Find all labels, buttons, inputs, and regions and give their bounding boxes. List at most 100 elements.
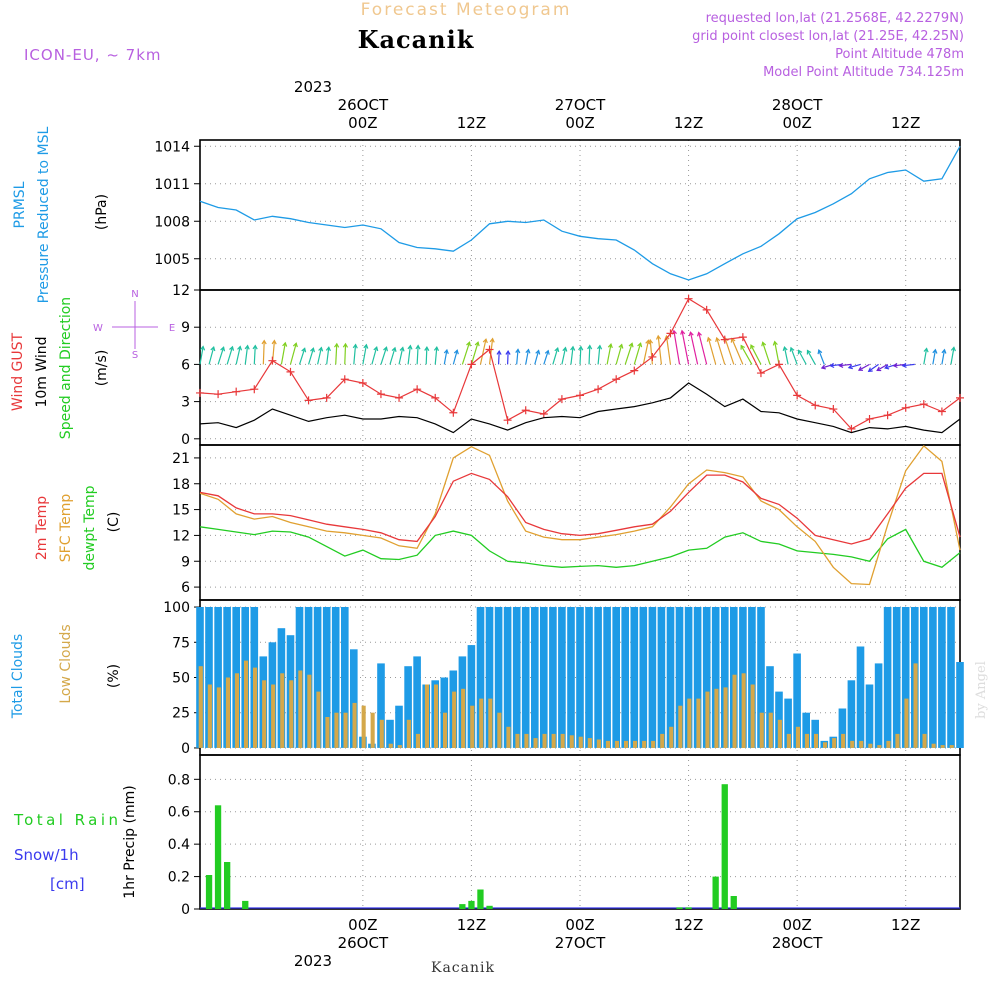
temp-label-dewpt: dewpt Temp bbox=[82, 485, 98, 570]
low-cloud-bar bbox=[244, 660, 249, 748]
wind-arrow bbox=[642, 340, 650, 365]
low-cloud-bar bbox=[642, 740, 647, 748]
precip-ytick-label: 0 bbox=[181, 902, 190, 918]
rain-bar bbox=[486, 905, 493, 909]
wind-arrow-head bbox=[706, 336, 712, 342]
low-cloud-bar bbox=[940, 745, 945, 748]
low-cloud-bar bbox=[759, 712, 764, 748]
wind-arrow-head bbox=[664, 334, 670, 340]
compass-icon: W E N S bbox=[93, 289, 175, 361]
wind-arrow-head bbox=[415, 344, 421, 350]
wind-arrow bbox=[371, 346, 378, 365]
gust-marker bbox=[666, 329, 675, 338]
wind-arrow bbox=[570, 346, 574, 365]
total-cloud-bar bbox=[757, 607, 765, 748]
wind-arrow bbox=[226, 346, 234, 365]
low-cloud-bar bbox=[660, 733, 665, 748]
gust-marker bbox=[883, 411, 892, 420]
low-cloud-bar bbox=[605, 740, 610, 748]
low-cloud-bar bbox=[886, 740, 891, 748]
low-cloud-bar bbox=[768, 712, 773, 748]
gust-marker bbox=[521, 406, 530, 415]
low-cloud-bar bbox=[361, 705, 366, 748]
total-cloud-bar bbox=[766, 666, 774, 748]
temp-label-2m: 2m Temp bbox=[34, 496, 50, 560]
total-cloud-bar bbox=[512, 607, 521, 748]
temperature-frame bbox=[199, 444, 961, 601]
total-cloud-bar bbox=[567, 607, 575, 748]
total-cloud-bar bbox=[793, 653, 801, 748]
wind-arrow bbox=[624, 343, 633, 365]
low-cloud-bar bbox=[198, 666, 203, 748]
total-cloud-bar bbox=[313, 607, 322, 748]
pressure-label-1: PRMSL bbox=[12, 181, 28, 228]
wind-arrow-head bbox=[597, 344, 603, 350]
clouds-ytick-label: 0 bbox=[181, 741, 190, 757]
wind-arrow-head bbox=[884, 364, 890, 370]
wind-arrow-head bbox=[554, 346, 560, 353]
low-cloud-bar bbox=[841, 733, 846, 748]
wind-arrow-head bbox=[407, 344, 413, 350]
temperature-ytick-label: 18 bbox=[172, 477, 190, 493]
precip-label-cm: [cm] bbox=[50, 875, 85, 893]
wind-arrow bbox=[868, 363, 879, 372]
wind-arrow bbox=[798, 350, 807, 365]
wind-arrow bbox=[597, 345, 601, 365]
pressure-label-2: Pressure Reduced to MSL bbox=[36, 126, 52, 303]
gust-marker bbox=[847, 424, 856, 433]
wind-direction-arrows bbox=[199, 329, 956, 372]
wind-arrow bbox=[633, 343, 642, 365]
gust-marker bbox=[250, 385, 259, 394]
wind-arrow bbox=[507, 351, 509, 365]
wind-arrow-head bbox=[789, 346, 795, 352]
wind-arrow-head bbox=[373, 345, 379, 352]
bottom-date-label: 27OCT bbox=[555, 934, 606, 952]
rain-bar bbox=[205, 875, 213, 909]
wind-arrow bbox=[806, 350, 816, 365]
wind-arrow-head bbox=[923, 347, 929, 353]
wind-arrow-head bbox=[325, 346, 331, 352]
wind-arrow bbox=[416, 345, 419, 365]
low-cloud-bar bbox=[225, 677, 230, 748]
rain-bar bbox=[224, 862, 231, 909]
wind-arrow bbox=[716, 337, 726, 365]
wind-arrow bbox=[848, 363, 861, 369]
wind-labels: Wind GUST 10m Wind Speed and Direction (… bbox=[10, 289, 175, 439]
sfc-temp-line bbox=[199, 444, 961, 586]
cloud-unit: (%) bbox=[106, 664, 122, 688]
gust-marker bbox=[612, 375, 621, 384]
gust-marker bbox=[286, 367, 295, 376]
low-cloud-bar bbox=[687, 698, 692, 748]
total-cloud-bar bbox=[856, 646, 865, 748]
cloud-labels: Total Clouds Low Clouds (%) bbox=[10, 624, 122, 719]
wind-arrow bbox=[235, 346, 241, 365]
wind-arrow-head bbox=[637, 342, 643, 348]
low-cloud-bar bbox=[253, 667, 258, 748]
top-hour-label: 00Z bbox=[348, 114, 377, 132]
t2m-line bbox=[199, 472, 961, 545]
total-cloud-bar bbox=[531, 607, 539, 748]
wind-arrow-head bbox=[505, 349, 511, 355]
low-cloud-bar bbox=[624, 740, 629, 748]
low-cloud-bar bbox=[777, 719, 782, 748]
wind-arrow bbox=[902, 363, 915, 367]
wind-arrow-head bbox=[688, 331, 694, 337]
total-cloud-bar bbox=[485, 607, 494, 748]
gust-marker bbox=[431, 393, 440, 402]
temp-unit: (C) bbox=[106, 512, 122, 533]
total-cloud-bar bbox=[521, 607, 530, 748]
wind-arrow bbox=[762, 342, 771, 365]
wind-arrow-head bbox=[489, 337, 495, 343]
gust-marker bbox=[793, 391, 802, 400]
precip-labels: Total Rain Snow/1h [cm] 1hr Precip (mm) bbox=[13, 785, 138, 898]
gust-marker bbox=[503, 416, 512, 425]
total-cloud-bar bbox=[657, 607, 666, 748]
wind-arrow-head bbox=[847, 364, 853, 370]
gust-marker bbox=[196, 388, 204, 397]
wind-arrow-head bbox=[352, 343, 358, 349]
wind-arrow bbox=[774, 341, 780, 365]
wind-arrow-head bbox=[363, 343, 369, 349]
low-cloud-bar bbox=[823, 742, 828, 748]
